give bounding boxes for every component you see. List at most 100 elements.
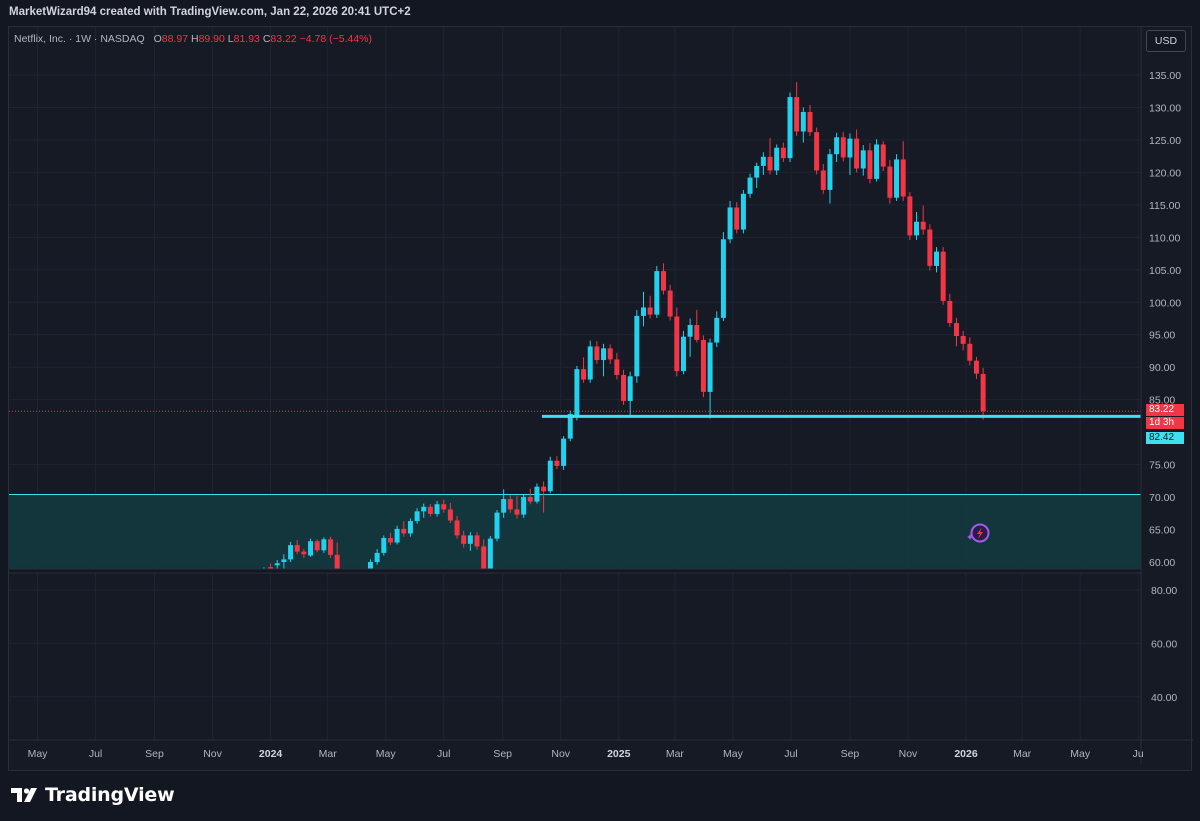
candle-48[interactable] <box>574 369 580 417</box>
candle-9[interactable] <box>314 541 320 551</box>
candle-95[interactable] <box>887 166 893 198</box>
candle-6[interactable] <box>294 545 300 552</box>
candle-64[interactable] <box>680 336 686 372</box>
candle-29[interactable] <box>447 509 453 521</box>
candle-4[interactable] <box>281 559 287 562</box>
candle-27[interactable] <box>434 504 440 514</box>
candle-5[interactable] <box>288 545 294 560</box>
candle-19[interactable] <box>381 537 387 553</box>
candle-2[interactable] <box>268 567 274 570</box>
candle-35[interactable] <box>487 538 493 569</box>
candle-10[interactable] <box>321 539 327 551</box>
candle-41[interactable] <box>527 497 533 502</box>
candle-93[interactable] <box>874 144 880 179</box>
candle-109[interactable] <box>980 373 986 412</box>
candle-84[interactable] <box>814 132 820 171</box>
candle-43[interactable] <box>541 486 547 492</box>
currency-button[interactable]: USD <box>1146 30 1186 52</box>
candle-8[interactable] <box>308 541 314 556</box>
candle-22[interactable] <box>401 528 407 534</box>
candle-42[interactable] <box>534 486 540 502</box>
candle-99[interactable] <box>914 221 920 236</box>
candle-104[interactable] <box>947 300 953 324</box>
candle-107[interactable] <box>967 343 973 361</box>
candle-61[interactable] <box>660 271 666 291</box>
candle-81[interactable] <box>794 97 800 132</box>
candle-32[interactable] <box>467 535 473 544</box>
candle-38[interactable] <box>507 499 513 510</box>
candle-94[interactable] <box>880 144 886 167</box>
candle-50[interactable] <box>587 346 593 380</box>
candle-40[interactable] <box>521 497 527 515</box>
candle-79[interactable] <box>780 147 786 159</box>
candle-71[interactable] <box>727 207 733 240</box>
candle-24[interactable] <box>414 511 420 522</box>
candle-51[interactable] <box>594 346 600 361</box>
candle-76[interactable] <box>760 156 766 166</box>
candle-101[interactable] <box>927 229 933 266</box>
candle-34[interactable] <box>481 546 487 569</box>
candle-62[interactable] <box>667 290 673 317</box>
candle-89[interactable] <box>847 138 853 158</box>
candle-57[interactable] <box>634 315 640 377</box>
candle-70[interactable] <box>720 239 726 318</box>
candle-103[interactable] <box>940 251 946 301</box>
candle-100[interactable] <box>920 221 926 230</box>
candle-91[interactable] <box>860 150 866 169</box>
candle-21[interactable] <box>394 528 400 543</box>
candle-58[interactable] <box>640 307 646 316</box>
candle-28[interactable] <box>441 504 447 510</box>
candle-53[interactable] <box>607 348 613 360</box>
candle-33[interactable] <box>474 535 480 547</box>
candle-55[interactable] <box>621 374 627 401</box>
candle-11[interactable] <box>328 539 334 555</box>
candle-102[interactable] <box>934 251 940 266</box>
candle-108[interactable] <box>973 360 979 374</box>
candle-77[interactable] <box>767 156 773 171</box>
candle-69[interactable] <box>714 317 720 343</box>
candle-78[interactable] <box>774 147 780 171</box>
candle-97[interactable] <box>900 159 906 197</box>
candle-83[interactable] <box>807 112 813 133</box>
candle-20[interactable] <box>387 537 393 543</box>
candle-73[interactable] <box>740 193 746 230</box>
candle-60[interactable] <box>654 271 660 315</box>
candle-56[interactable] <box>627 376 633 401</box>
candle-67[interactable] <box>700 339 706 392</box>
candle-54[interactable] <box>614 359 620 375</box>
candle-82[interactable] <box>800 112 806 132</box>
candle-47[interactable] <box>567 413 573 439</box>
candle-75[interactable] <box>754 165 760 178</box>
candle-88[interactable] <box>840 137 846 158</box>
candle-87[interactable] <box>834 137 840 155</box>
candle-7[interactable] <box>301 551 307 555</box>
candle-72[interactable] <box>734 207 740 230</box>
candle-59[interactable] <box>647 307 653 315</box>
brand[interactable]: TradingView <box>11 784 175 806</box>
candle-66[interactable] <box>694 324 700 340</box>
candle-105[interactable] <box>953 323 959 337</box>
candle-26[interactable] <box>427 506 433 514</box>
candle-45[interactable] <box>554 460 560 466</box>
candle-31[interactable] <box>461 535 467 544</box>
candle-44[interactable] <box>547 460 553 492</box>
candle-63[interactable] <box>674 316 680 372</box>
candle-18[interactable] <box>374 552 380 562</box>
candle-52[interactable] <box>601 348 607 361</box>
candle-36[interactable] <box>494 512 500 539</box>
candle-17[interactable] <box>367 562 373 572</box>
candle-3[interactable] <box>274 563 280 566</box>
candle-106[interactable] <box>960 336 966 344</box>
candle-37[interactable] <box>501 499 507 513</box>
candle-68[interactable] <box>707 342 713 392</box>
candle-74[interactable] <box>747 177 753 194</box>
candle-85[interactable] <box>820 170 826 190</box>
candle-86[interactable] <box>827 154 833 190</box>
candle-30[interactable] <box>454 520 460 536</box>
candle-96[interactable] <box>894 159 900 198</box>
candle-49[interactable] <box>581 369 587 380</box>
candle-46[interactable] <box>561 438 567 466</box>
candle-92[interactable] <box>867 150 873 179</box>
candle-25[interactable] <box>421 506 427 512</box>
